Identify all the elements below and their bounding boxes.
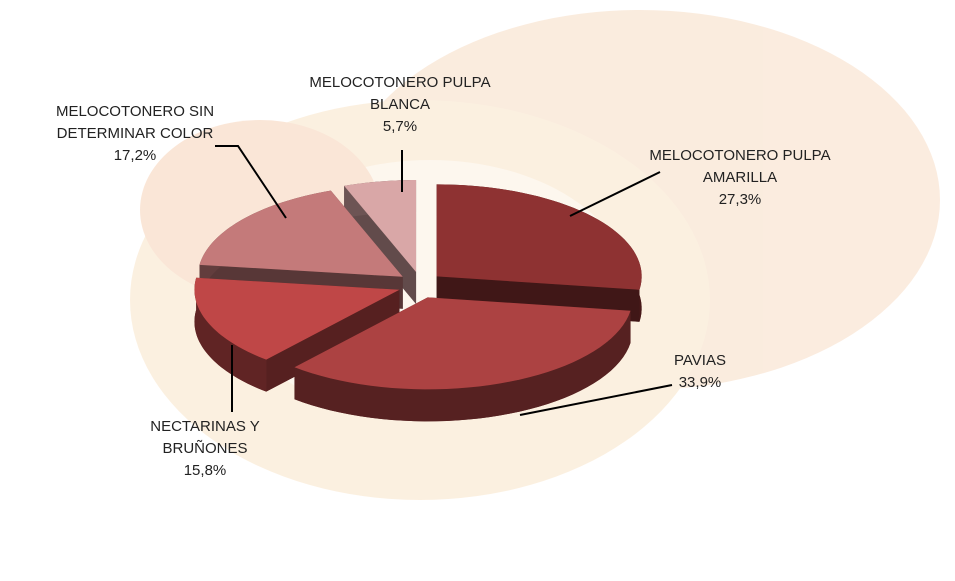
category-label: NECTARINAS Y BRUÑONES — [150, 418, 260, 457]
value-label: 27,3% — [718, 191, 762, 208]
leader-line — [569, 171, 661, 217]
slice-label: MELOCOTONERO PULPA BLANCA 5,7% — [305, 72, 495, 138]
slice-side — [294, 310, 631, 422]
value-label: 5,7% — [382, 118, 418, 135]
slice-label: MELOCOTONERO SIN DETERMINAR COLOR 17,2% — [50, 101, 220, 167]
category-label: PAVIAS — [674, 352, 726, 369]
slice-side — [194, 277, 267, 392]
value-label: 33,9% — [678, 374, 722, 391]
slice — [436, 184, 642, 290]
value-label: 15,8% — [183, 462, 227, 479]
slice — [294, 297, 631, 390]
slice — [194, 277, 400, 360]
category-label: MELOCOTONERO PULPA BLANCA — [309, 74, 491, 113]
category-label: MELOCOTONERO PULPA AMARILLA — [649, 147, 831, 186]
slice-label: MELOCOTONERO PULPA AMARILLA 27,3% — [645, 145, 835, 211]
leader-lines — [215, 145, 673, 416]
slice-label: PAVIAS 33,9% — [605, 350, 795, 394]
slice-label: NECTARINAS Y BRUÑONES 15,8% — [120, 416, 290, 482]
slice — [344, 180, 417, 273]
category-label: MELOCOTONERO SIN DETERMINAR COLOR — [55, 103, 215, 142]
leader-line — [215, 145, 287, 219]
slice — [199, 190, 403, 277]
pie — [194, 180, 642, 422]
value-label: 17,2% — [113, 147, 157, 164]
leader-line — [519, 384, 673, 416]
